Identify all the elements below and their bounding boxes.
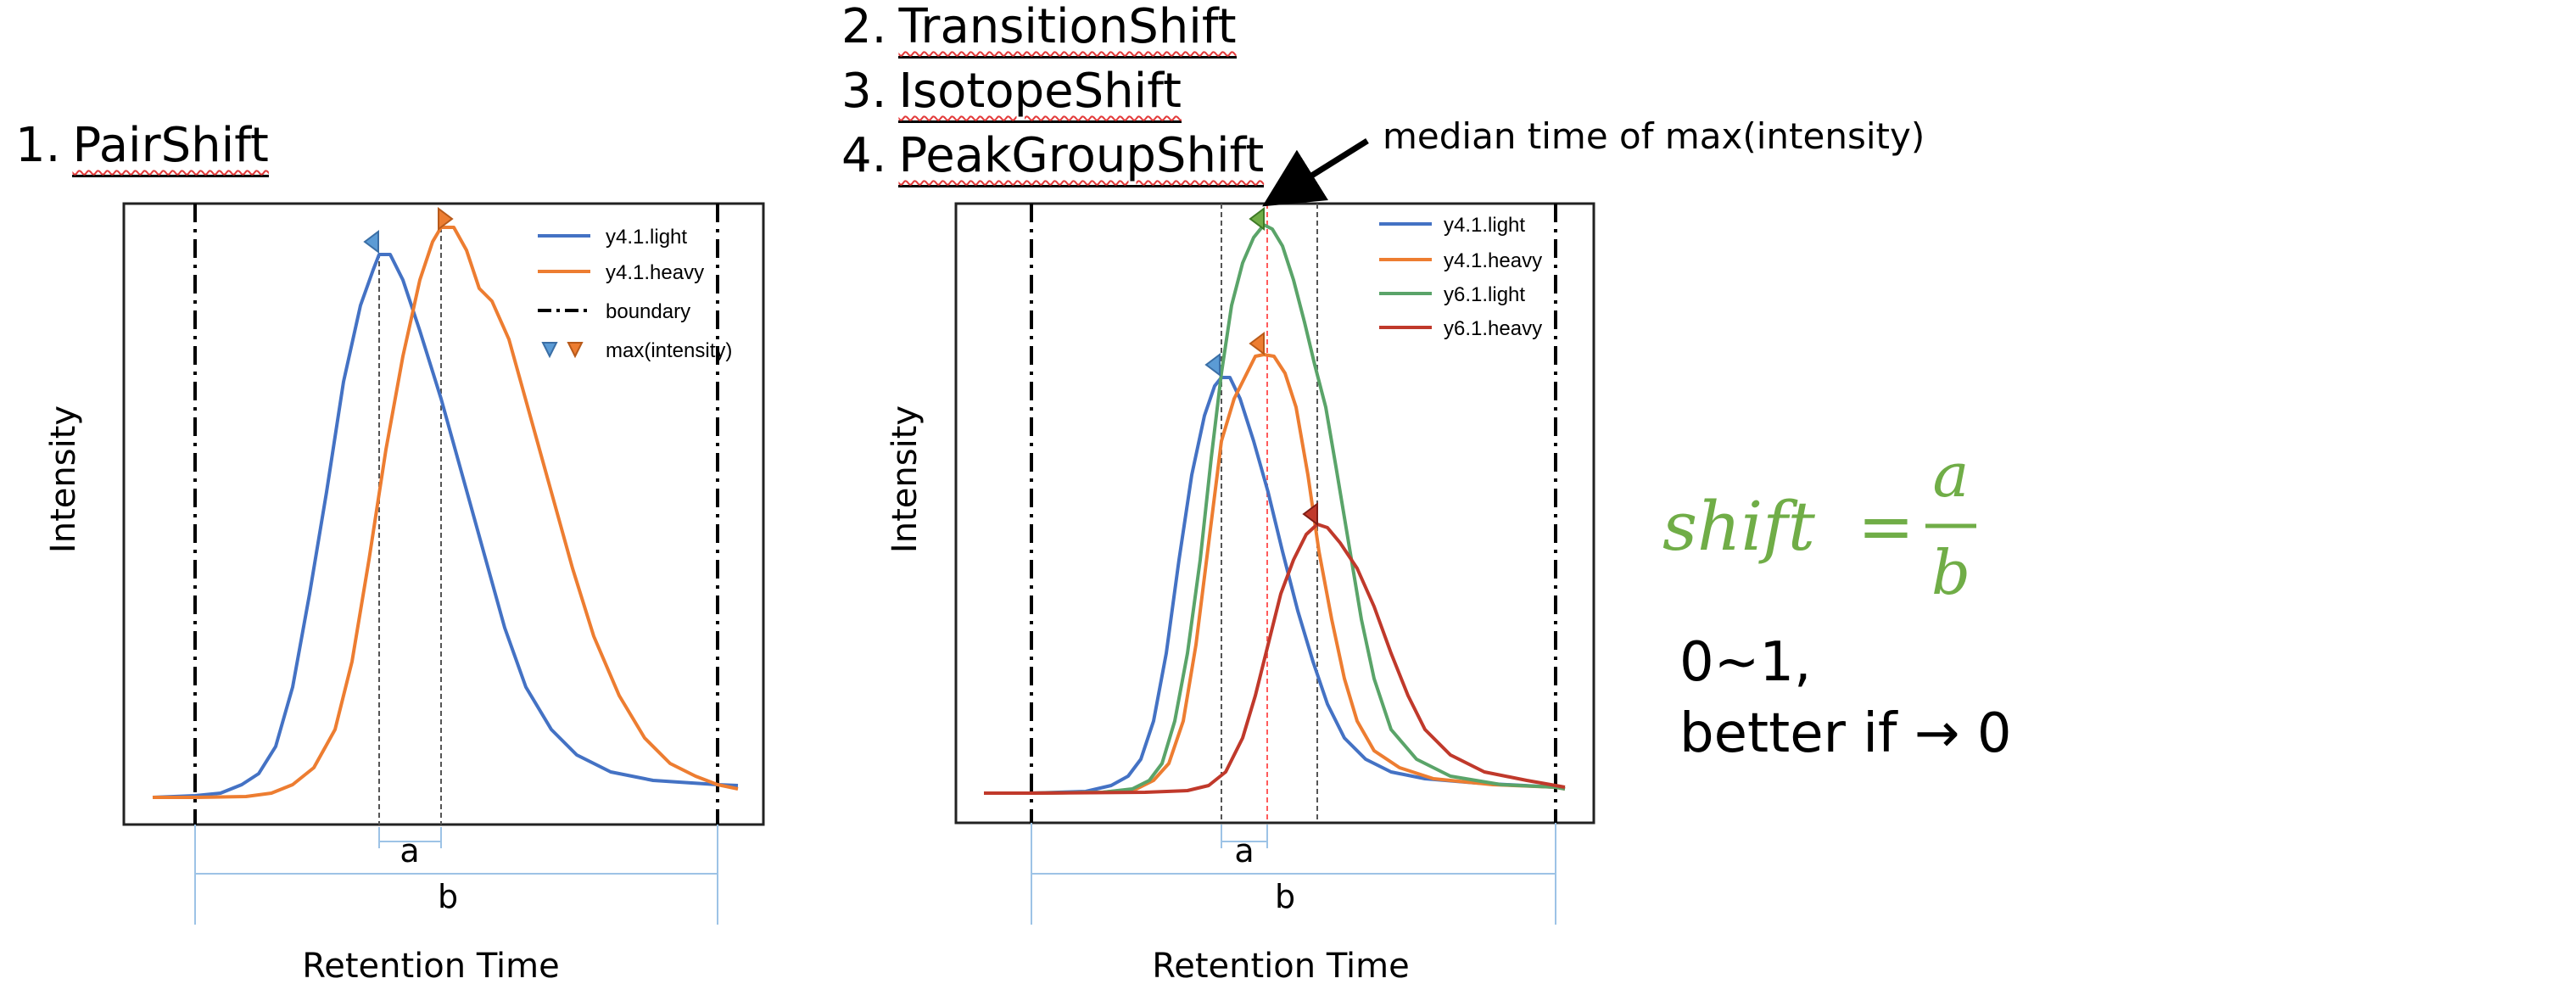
panel1-measure-b-bracket <box>194 825 718 925</box>
panel1-measure-a-label: a <box>400 832 419 869</box>
median-annotation: median time of max(intensity) <box>1383 115 1925 157</box>
panel1-title-number: 1. <box>15 118 61 173</box>
panel2-measure-a-label: a <box>1234 832 1254 869</box>
panel1-plot-frame <box>122 202 765 826</box>
shift-formula: shift = a b <box>1662 439 1976 608</box>
panel2-measure-b-label: b <box>1275 878 1295 915</box>
panel1-legend-swatch-max-heavy <box>567 342 584 359</box>
panel2-title-1-number: 2. <box>841 0 887 54</box>
panel2-series-y41-heavy <box>984 353 1566 795</box>
panel2-measure-b-bracket <box>1031 823 1556 925</box>
formula-lhs: shift <box>1662 487 1816 566</box>
panel2-title-1: 2. TransitionShift <box>841 0 1237 59</box>
panel1-xlabel: Retention Time <box>302 947 559 984</box>
panel2-legend: y4.1.light y4.1.heavy y6.1.light y6.1.he… <box>1379 214 1542 340</box>
panel2-xlabel: Retention Time <box>1152 947 1409 984</box>
panel2-title-3-number: 4. <box>841 128 887 183</box>
formula-denominator: b <box>1931 537 1970 608</box>
median-annotation-arrow <box>1262 138 1369 207</box>
panel1-legend-label-heavy: y4.1.heavy <box>606 261 704 284</box>
range-note: 0~1, better if → 0 <box>1679 631 2012 765</box>
panel2-measure-a-bracket <box>1221 825 1268 848</box>
panel2-title-3-name: PeakGroupShift <box>898 128 1265 187</box>
panel2-title-2-name: IsotopeShift <box>898 64 1182 123</box>
note-line-1: 0~1, <box>1679 631 1811 694</box>
panel1-series-y41-light <box>152 253 739 799</box>
panel1-legend-swatch-max-light <box>541 342 558 359</box>
panel1-measure-a-bracket <box>378 827 442 848</box>
panel2-max-marker-y61-light <box>1249 207 1265 231</box>
panel2-series-y61-heavy <box>984 523 1566 795</box>
panel2-title-2-number: 3. <box>841 64 887 119</box>
panel2-ylabel: Intensity <box>886 405 925 553</box>
panel2-max-marker-y61-heavy <box>1302 502 1318 526</box>
panel1-legend-label-light: y4.1.light <box>606 226 687 249</box>
panel1-ylabel: Intensity <box>44 405 83 553</box>
panel1-measure-b-label: b <box>438 878 458 915</box>
panel2-title-2: 3. IsotopeShift <box>841 64 1182 123</box>
panel2-series-y61-light <box>984 223 1566 795</box>
panel1-max-marker-light <box>363 230 379 254</box>
panel2-legend-label-y41-light: y4.1.light <box>1444 214 1525 237</box>
panel1-series-y41-heavy <box>153 226 739 799</box>
panel2-legend-label-y61-light: y6.1.light <box>1444 283 1525 306</box>
panel2-max-marker-y41-heavy <box>1249 332 1265 355</box>
panel1-legend-label-boundary: boundary <box>606 300 690 323</box>
panel2-title-3: 4. PeakGroupShift <box>841 128 1265 187</box>
panel2-max-marker-y41-light <box>1204 353 1221 377</box>
panel2-legend-label-y41-heavy: y4.1.heavy <box>1444 249 1542 272</box>
panel1-legend-label-max: max(intensity) <box>606 339 732 362</box>
panel2-legend-label-y61-heavy: y6.1.heavy <box>1444 317 1542 340</box>
panel2-series-y41-light <box>984 376 1566 795</box>
formula-numerator: a <box>1933 439 1970 511</box>
note-line-2: better if → 0 <box>1679 702 2012 765</box>
panel1-legend: y4.1.light y4.1.heavy boundary max(inten… <box>538 226 732 362</box>
panel1-title: 1. PairShift <box>15 118 269 177</box>
formula-equals: = <box>1858 487 1914 566</box>
panel1-title-name: PairShift <box>72 118 269 177</box>
panel1-max-marker-heavy <box>438 207 454 231</box>
panel2-title-1-name: TransitionShift <box>898 0 1237 59</box>
